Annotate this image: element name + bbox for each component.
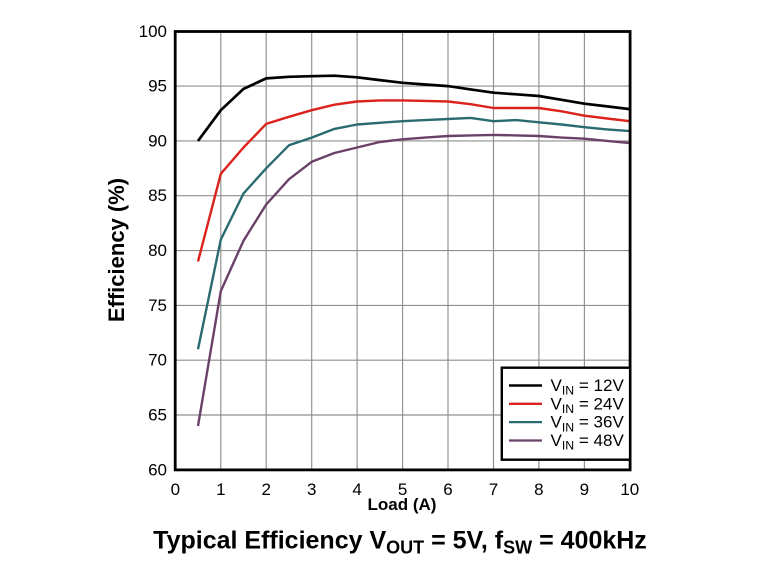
svg-text:Efficiency (%): Efficiency (%) (104, 178, 129, 322)
svg-text:65: 65 (148, 406, 167, 425)
svg-text:2: 2 (261, 480, 270, 499)
svg-text:3: 3 (307, 480, 316, 499)
svg-text:9: 9 (580, 480, 589, 499)
svg-text:4: 4 (352, 480, 361, 499)
svg-text:90: 90 (148, 131, 167, 150)
svg-text:75: 75 (148, 296, 167, 315)
svg-text:Typical Efficiency VOUT = 5V,: Typical Efficiency VOUT = 5V, fSW = 400k… (153, 527, 647, 558)
svg-text:100: 100 (139, 22, 167, 41)
svg-text:7: 7 (489, 480, 498, 499)
svg-text:6: 6 (443, 480, 452, 499)
svg-text:8: 8 (534, 480, 543, 499)
svg-text:60: 60 (148, 460, 167, 479)
svg-text:5: 5 (398, 480, 407, 499)
svg-text:VIN = 36V: VIN = 36V (551, 413, 625, 435)
svg-text:95: 95 (148, 77, 167, 96)
svg-text:85: 85 (148, 186, 167, 205)
svg-text:VIN = 48V: VIN = 48V (551, 431, 625, 453)
svg-text:Load (A): Load (A) (368, 495, 437, 514)
svg-text:0: 0 (171, 480, 180, 499)
svg-text:80: 80 (148, 241, 167, 260)
svg-text:1: 1 (216, 480, 225, 499)
svg-text:10: 10 (620, 480, 639, 499)
svg-text:70: 70 (148, 351, 167, 370)
